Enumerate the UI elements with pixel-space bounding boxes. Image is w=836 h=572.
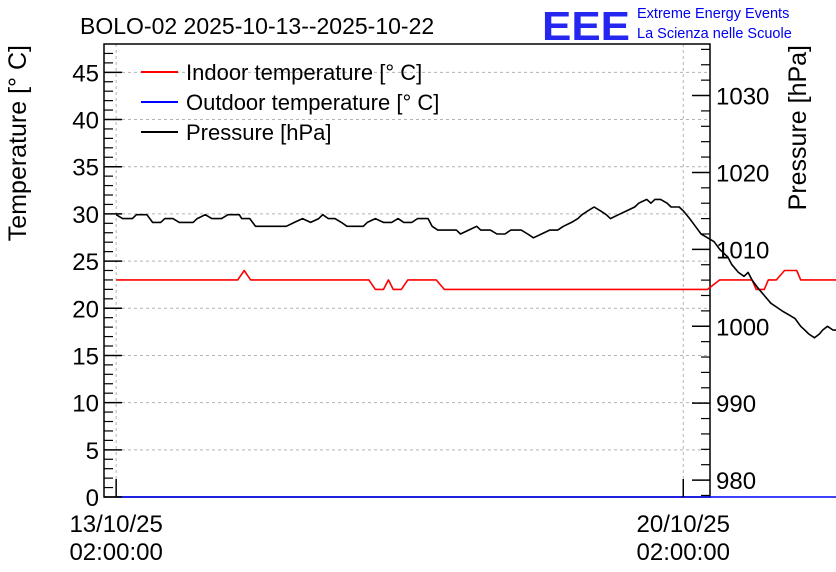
y-axis-label: Temperature [° C] <box>4 45 32 241</box>
y-tick-label: 0 <box>86 485 99 512</box>
logo-line1: Extreme Energy Events <box>637 6 789 22</box>
legend: Indoor temperature [° C] Outdoor tempera… <box>141 60 439 145</box>
right-axis: 980 990 1000 1010 1020 1030 <box>692 48 769 497</box>
y-tick-label: 30 <box>72 202 99 229</box>
y-tick-label: 10 <box>72 391 99 418</box>
x-tick-label-time: 02:00:00 <box>69 539 162 566</box>
series-layer <box>115 198 836 498</box>
legend-label-outdoor: Outdoor temperature [° C] <box>186 90 439 115</box>
series-line-pressure <box>115 198 836 339</box>
legend-label-indoor: Indoor temperature [° C] <box>186 60 422 85</box>
y2-tick-label: 990 <box>716 391 756 418</box>
y-tick-label: 40 <box>72 108 99 135</box>
grid <box>104 44 710 497</box>
legend-label-pressure: Pressure [hPa] <box>186 120 332 145</box>
y-tick-label: 5 <box>86 438 99 465</box>
y-tick-label: 35 <box>72 155 99 182</box>
y2-tick-label: 1030 <box>716 84 769 111</box>
y2-tick-label: 1010 <box>716 237 769 264</box>
x-tick-label-date: 20/10/25 <box>637 511 730 538</box>
series-line-indoor <box>116 269 836 291</box>
left-axis: 0 5 10 15 20 25 30 35 40 45 <box>72 52 122 512</box>
y2-tick-label: 980 <box>716 468 756 495</box>
chart-title: BOLO-02 2025-10-13--2025-10-22 <box>80 13 434 39</box>
x-tick-label-date: 13/10/25 <box>69 511 162 538</box>
y2-tick-label: 1020 <box>716 160 769 187</box>
y-tick-label: 45 <box>72 60 99 87</box>
eee-logo-icon: EEE <box>542 3 630 49</box>
y-tick-label: 25 <box>72 249 99 276</box>
y2-tick-label: 1000 <box>716 314 769 341</box>
logo-line2: La Scienza nelle Scuole <box>637 26 792 42</box>
y-tick-label: 20 <box>72 296 99 323</box>
x-tick-label-time: 02:00:00 <box>637 539 730 566</box>
y2-axis-label: Pressure [hPa] <box>784 45 812 210</box>
y-tick-label: 15 <box>72 343 99 370</box>
